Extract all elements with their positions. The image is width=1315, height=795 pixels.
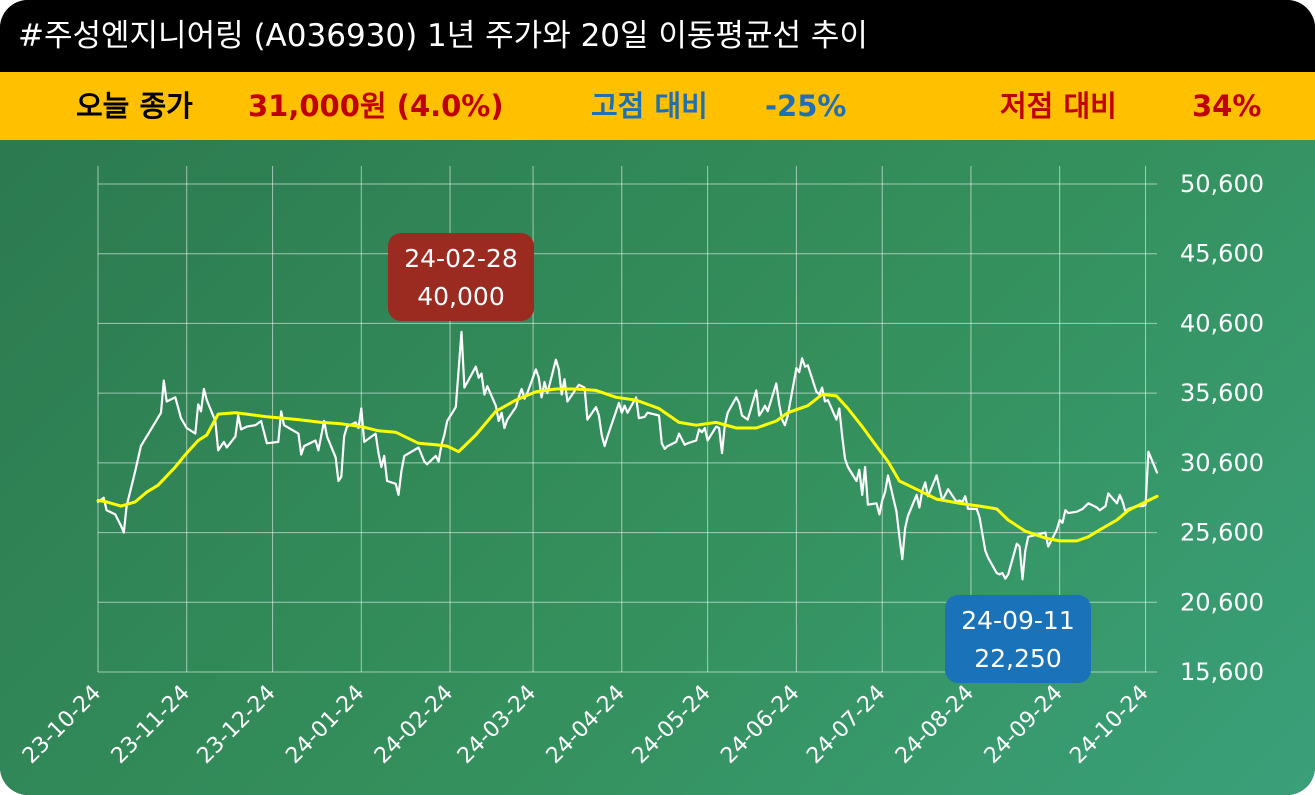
y-axis-ticks: 15,600 20,600 25,600 30,600 35,600 40,600 45,6… [1180,170,1264,686]
y-tick-label: 50,600 [1180,170,1264,198]
y-tick-label: 35,600 [1180,379,1264,407]
y-tick-label: 25,600 [1180,519,1264,547]
line-chart: 15,600 20,600 25,600 30,600 35,600 40,600 45,6… [18,166,1264,769]
x-tick-label: 23-11-24 [107,681,195,769]
x-tick-label: 23-12-24 [193,681,281,769]
series-lines [96,330,1159,581]
low-value: 34% [1192,89,1262,123]
x-tick-label: 24-10-24 [1066,681,1154,769]
callout-value: 22,250 [974,644,1061,673]
x-tick-label: 24-09-24 [980,681,1068,769]
y-tick-label: 15,600 [1180,658,1264,686]
x-tick-label: 24-08-24 [891,681,979,769]
summary-bar: 오늘 종가 31,000원 (4.0%) 고점 대비 -25% 저점 대비 34… [0,72,1315,140]
high-callout: 24-02-28 40,000 [388,233,534,321]
low-callout: 24-09-11 22,250 [945,595,1091,683]
y-tick-label: 20,600 [1180,588,1264,616]
close-value: 31,000원 (4.0%) [248,89,504,123]
callout-box [388,233,534,321]
high-label: 고점 대비 [591,89,708,123]
chart-title: #주성엔지니어링 (A036930) 1년 주가와 20일 이동평균선 추이 [0,0,1315,72]
x-tick-label: 24-01-24 [281,681,369,769]
close-label: 오늘 종가 [76,89,193,123]
callout-date: 24-02-28 [404,244,517,273]
ma20-line [96,387,1159,543]
x-tick-label: 24-03-24 [453,681,541,769]
x-tick-label: 24-02-24 [370,681,458,769]
x-tick-label: 24-06-24 [716,681,804,769]
plot-area: 15,600 20,600 25,600 30,600 35,600 40,600 45,6… [0,140,1315,795]
y-tick-label: 40,600 [1180,309,1264,337]
high-value: -25% [765,89,847,123]
y-tick-label: 45,600 [1180,240,1264,268]
price-line [96,330,1159,581]
callout-box [945,595,1091,683]
callout-date: 24-09-11 [961,606,1074,635]
x-tick-label: 24-07-24 [802,681,890,769]
x-tick-label: 24-04-24 [542,681,630,769]
y-tick-label: 30,600 [1180,449,1264,477]
x-tick-label: 24-05-24 [628,681,716,769]
low-label: 저점 대비 [1000,89,1117,123]
callouts: 24-02-28 40,000 24-09-11 22,250 [388,233,1091,683]
x-tick-label: 23-10-24 [18,681,106,769]
callout-value: 40,000 [417,282,504,311]
grid-lines [97,166,1157,673]
